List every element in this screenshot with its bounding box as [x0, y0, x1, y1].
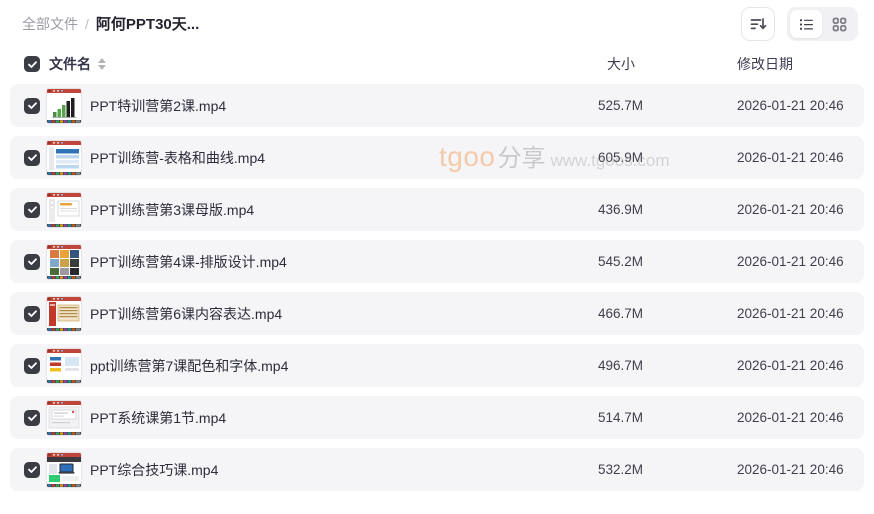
row-checkbox[interactable] — [24, 409, 40, 426]
file-modified-date: 2026-01-21 20:46 — [737, 410, 844, 425]
file-name[interactable]: PPT系统课第1节.mp4 — [90, 409, 227, 426]
file-list: PPT特训营第2课.mp4 525.7M 2026-01-21 20:46 PP… — [10, 84, 864, 500]
list-view-button[interactable] — [790, 10, 822, 38]
file-modified-date: 2026-01-21 20:46 — [737, 462, 844, 477]
file-thumbnail — [46, 87, 82, 124]
row-checkbox[interactable] — [24, 305, 40, 322]
file-thumbnail — [46, 295, 82, 332]
file-thumbnail — [46, 399, 82, 436]
file-modified-date: 2026-01-21 20:46 — [737, 358, 844, 373]
row-checkbox[interactable] — [24, 149, 40, 166]
file-modified-date: 2026-01-21 20:46 — [737, 306, 844, 321]
file-size: 466.7M — [598, 306, 644, 321]
file-thumbnail — [46, 191, 82, 228]
file-size: 605.9M — [598, 150, 644, 165]
sort-button[interactable] — [741, 7, 775, 41]
grid-view-icon — [831, 16, 848, 33]
file-size: 532.2M — [598, 462, 644, 477]
file-name[interactable]: PPT训练营第3课母版.mp4 — [90, 201, 255, 218]
sort-descending-icon — [749, 15, 767, 33]
file-name[interactable]: PPT特训营第2课.mp4 — [90, 97, 227, 114]
file-name[interactable]: PPT训练营第4课-排版设计.mp4 — [90, 253, 287, 270]
grid-view-button[interactable] — [823, 10, 855, 38]
file-row[interactable]: PPT综合技巧课.mp4 532.2M 2026-01-21 20:46 — [10, 448, 864, 491]
row-checkbox[interactable] — [24, 357, 40, 374]
column-sorter-icon[interactable] — [98, 58, 106, 70]
file-size: 436.9M — [598, 202, 644, 217]
file-size: 514.7M — [598, 410, 644, 425]
file-row[interactable]: PPT训练营-表格和曲线.mp4 605.9M 2026-01-21 20:46 — [10, 136, 864, 179]
column-header-size: 大小 — [607, 56, 635, 72]
list-view-icon — [798, 16, 815, 33]
file-modified-date: 2026-01-21 20:46 — [737, 254, 844, 269]
column-header-name: 文件名 — [49, 56, 91, 72]
file-modified-date: 2026-01-21 20:46 — [737, 150, 844, 165]
file-size: 545.2M — [598, 254, 644, 269]
file-row[interactable]: PPT系统课第1节.mp4 514.7M 2026-01-21 20:46 — [10, 396, 864, 439]
file-size: 496.7M — [598, 358, 644, 373]
file-name[interactable]: ppt训练营第7课配色和字体.mp4 — [90, 357, 289, 374]
row-checkbox[interactable] — [24, 201, 40, 218]
column-header-modified: 修改日期 — [737, 56, 793, 72]
file-name[interactable]: PPT训练营第6课内容表达.mp4 — [90, 305, 283, 322]
breadcrumb-current-folder: 阿何PPT30天... — [95, 16, 200, 33]
breadcrumb-separator: / — [85, 15, 89, 32]
row-checkbox[interactable] — [24, 461, 40, 478]
file-thumbnail — [46, 139, 82, 176]
file-row[interactable]: PPT训练营第3课母版.mp4 436.9M 2026-01-21 20:46 — [10, 188, 864, 231]
breadcrumb-root[interactable]: 全部文件 — [22, 15, 78, 32]
file-size: 525.7M — [598, 98, 644, 113]
file-row[interactable]: PPT训练营第6课内容表达.mp4 466.7M 2026-01-21 20:4… — [10, 292, 864, 335]
file-row[interactable]: ppt训练营第7课配色和字体.mp4 496.7M 2026-01-21 20:… — [10, 344, 864, 387]
file-thumbnail — [46, 451, 82, 488]
file-modified-date: 2026-01-21 20:46 — [737, 98, 844, 113]
row-checkbox[interactable] — [24, 97, 40, 114]
table-header: 文件名 大小 修改日期 — [10, 52, 864, 76]
file-modified-date: 2026-01-21 20:46 — [737, 202, 844, 217]
row-checkbox[interactable] — [24, 253, 40, 270]
file-row[interactable]: PPT特训营第2课.mp4 525.7M 2026-01-21 20:46 — [10, 84, 864, 127]
view-toggle — [787, 7, 858, 41]
file-name[interactable]: PPT综合技巧课.mp4 — [90, 461, 219, 478]
file-name[interactable]: PPT训练营-表格和曲线.mp4 — [90, 149, 266, 166]
file-thumbnail — [46, 347, 82, 384]
select-all-checkbox[interactable] — [24, 56, 40, 72]
file-row[interactable]: PPT训练营第4课-排版设计.mp4 545.2M 2026-01-21 20:… — [10, 240, 864, 283]
breadcrumb: 全部文件 / 阿何PPT30天... — [22, 13, 199, 34]
file-thumbnail — [46, 243, 82, 280]
